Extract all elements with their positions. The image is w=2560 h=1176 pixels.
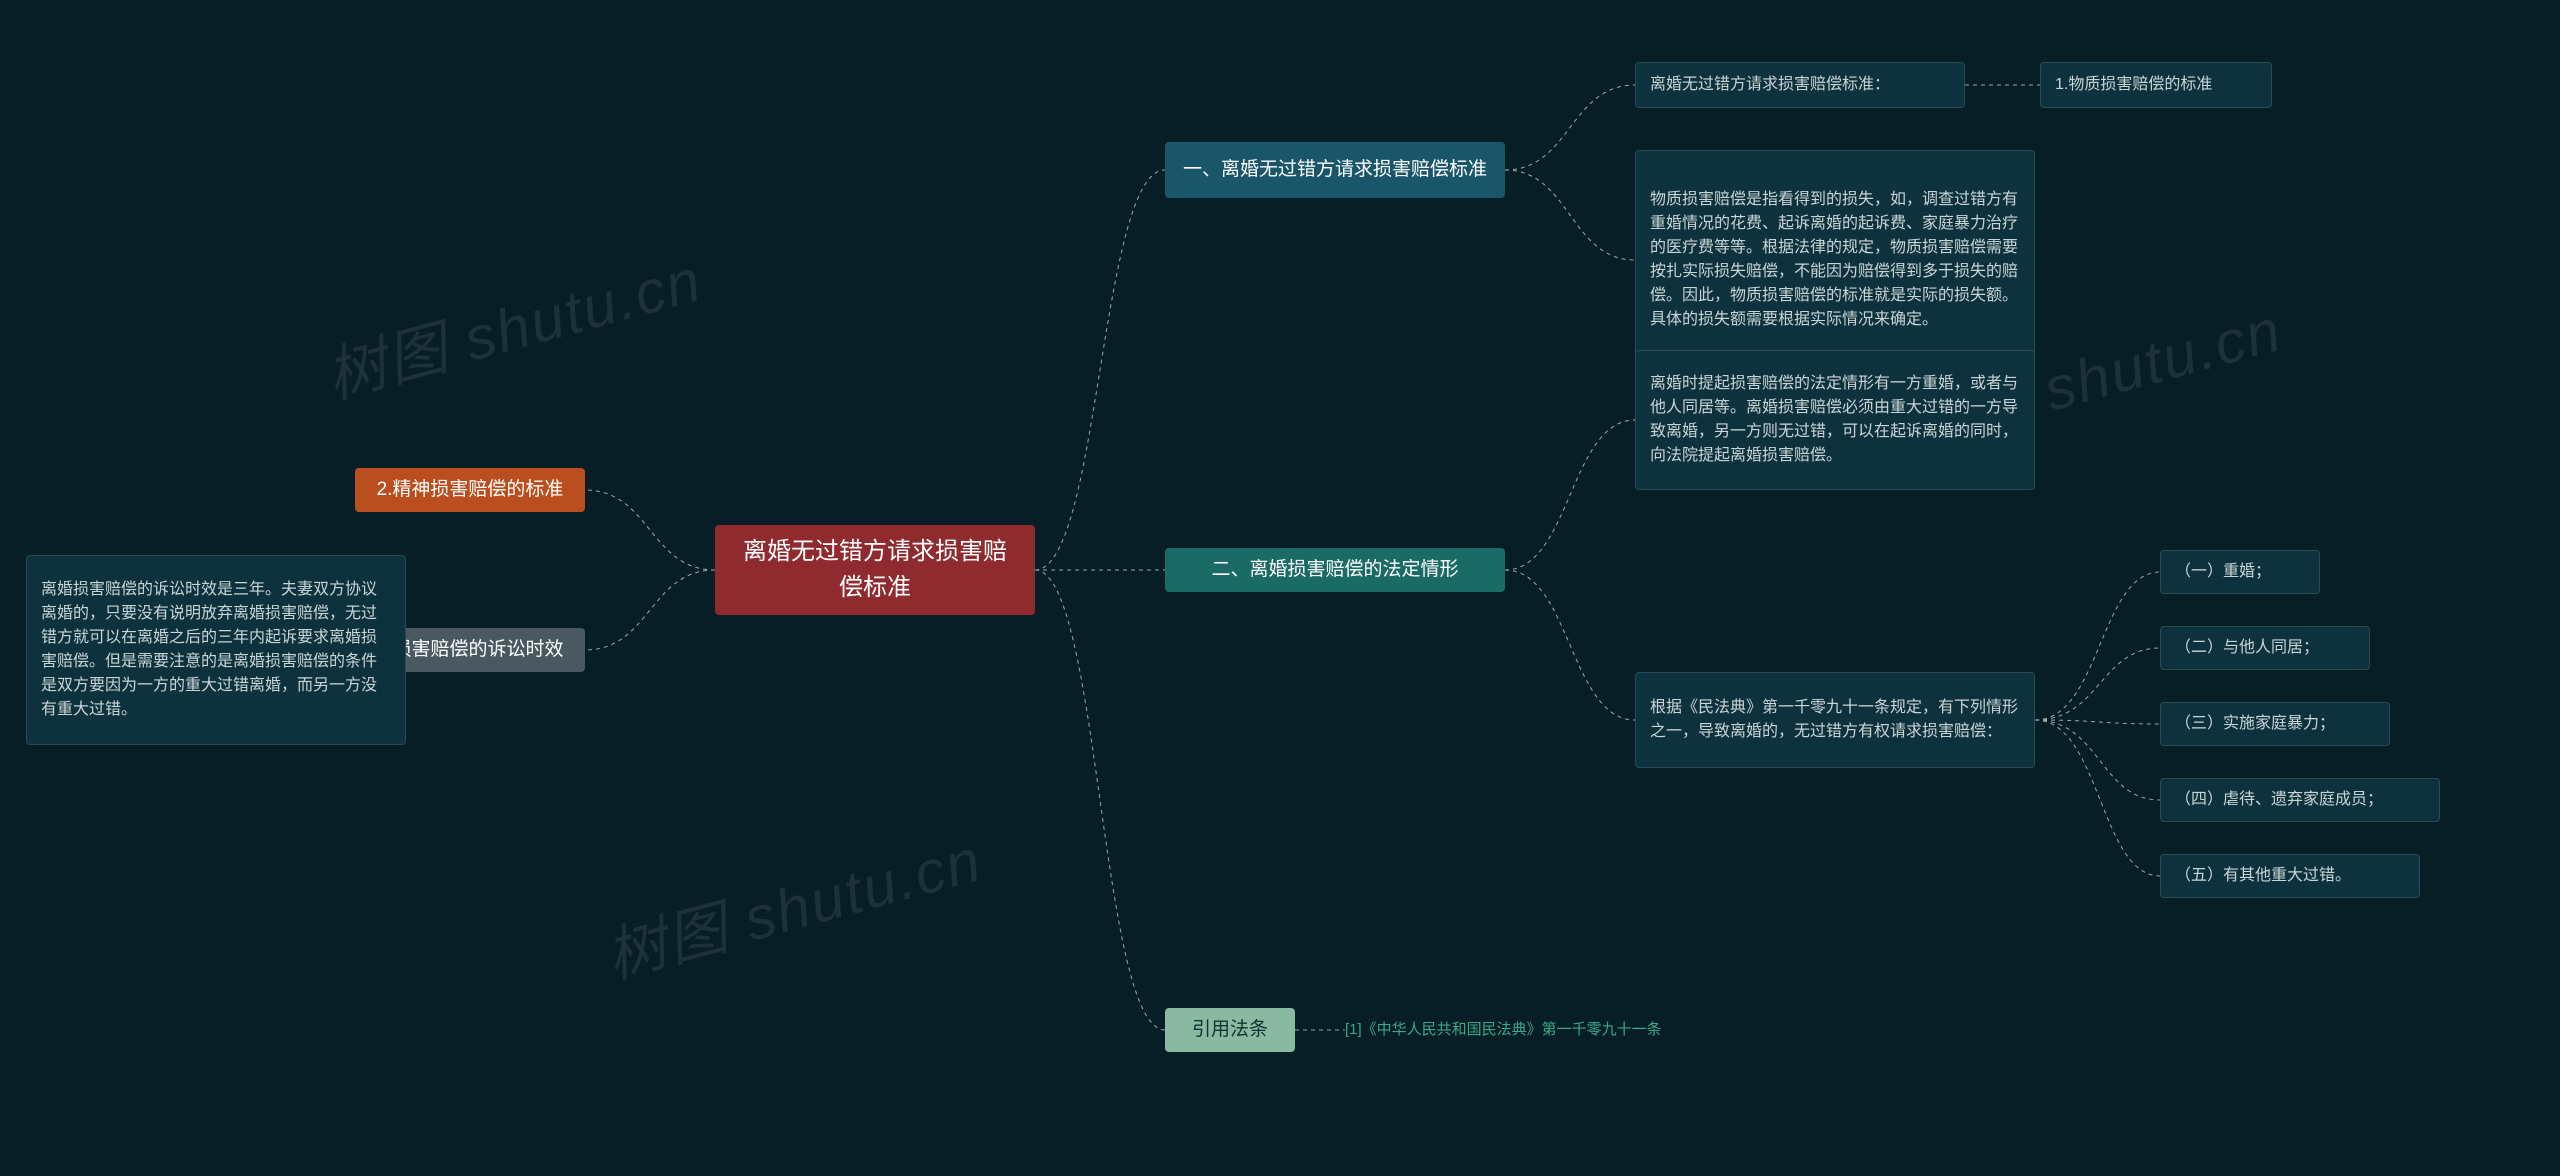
- branch-section-1: 一、离婚无过错方请求损害赔偿标准: [1165, 142, 1505, 198]
- list-item-1-text: （一）重婚；: [2175, 560, 2271, 584]
- leaf-1a-text: 离婚无过错方请求损害赔偿标准：: [1650, 73, 1890, 97]
- list-item-1: （一）重婚；: [2160, 550, 2320, 594]
- list-item-4-text: （四）虐待、遗弃家庭成员；: [2175, 788, 2383, 812]
- citation-text: [1]《中华人民共和国民法典》第一千零九十一条: [1345, 1019, 1662, 1042]
- branch-citation: 引用法条: [1165, 1008, 1295, 1052]
- list-item-3-text: （三）实施家庭暴力；: [2175, 712, 2335, 736]
- leaf-2b-text: 根据《民法典》第一千零九十一条规定，有下列情形之一，导致离婚的，无过错方有权请求…: [1650, 696, 2020, 744]
- citation-text-box: [1]《中华人民共和国民法典》第一千零九十一条: [1345, 1006, 1665, 1054]
- leaf-1b-text: 物质损害赔偿是指看得到的损失，如，调查过错方有重婚情况的花费、起诉离婚的起诉费、…: [1650, 188, 2020, 332]
- leaf-1a: 离婚无过错方请求损害赔偿标准：: [1635, 62, 1965, 108]
- branch-section-2: 二、离婚损害赔偿的法定情形: [1165, 548, 1505, 592]
- list-item-2-text: （二）与他人同居；: [2175, 636, 2319, 660]
- list-item-5-text: （五）有其他重大过错。: [2175, 864, 2351, 888]
- branch-2-label: 二、离婚损害赔偿的法定情形: [1211, 556, 1458, 585]
- leaf-1b: 物质损害赔偿是指看得到的损失，如，调查过错方有重婚情况的花费、起诉离婚的起诉费、…: [1635, 150, 2035, 370]
- leaf-4-text: 离婚损害赔偿的诉讼时效是三年。夫妻双方协议离婚的，只要没有说明放弃离婚损害赔偿，…: [41, 578, 391, 722]
- branch-3-label: 2.精神损害赔偿的标准: [377, 476, 564, 505]
- watermark: 树图 shutu.cn: [595, 812, 990, 996]
- list-item-3: （三）实施家庭暴力；: [2160, 702, 2390, 746]
- branch-section-3: 2.精神损害赔偿的标准: [355, 468, 585, 512]
- leaf-2a: 离婚时提起损害赔偿的法定情形有一方重婚，或者与他人同居等。离婚损害赔偿必须由重大…: [1635, 350, 2035, 490]
- root-text: 离婚无过错方请求损害赔偿标准: [737, 534, 1013, 606]
- branch-1-label: 一、离婚无过错方请求损害赔偿标准: [1183, 156, 1487, 185]
- leaf-2b: 根据《民法典》第一千零九十一条规定，有下列情形之一，导致离婚的，无过错方有权请求…: [1635, 672, 2035, 768]
- branch-citation-label: 引用法条: [1192, 1016, 1268, 1045]
- leaf-1a2: 1.物质损害赔偿的标准: [2040, 62, 2272, 108]
- leaf-2a-text: 离婚时提起损害赔偿的法定情形有一方重婚，或者与他人同居等。离婚损害赔偿必须由重大…: [1650, 372, 2020, 468]
- list-item-4: （四）虐待、遗弃家庭成员；: [2160, 778, 2440, 822]
- leaf-1a2-text: 1.物质损害赔偿的标准: [2055, 73, 2212, 97]
- leaf-4: 离婚损害赔偿的诉讼时效是三年。夫妻双方协议离婚的，只要没有说明放弃离婚损害赔偿，…: [26, 555, 406, 745]
- list-item-2: （二）与他人同居；: [2160, 626, 2370, 670]
- list-item-5: （五）有其他重大过错。: [2160, 854, 2420, 898]
- watermark: 树图 shutu.cn: [315, 232, 710, 416]
- root-node: 离婚无过错方请求损害赔偿标准: [715, 525, 1035, 615]
